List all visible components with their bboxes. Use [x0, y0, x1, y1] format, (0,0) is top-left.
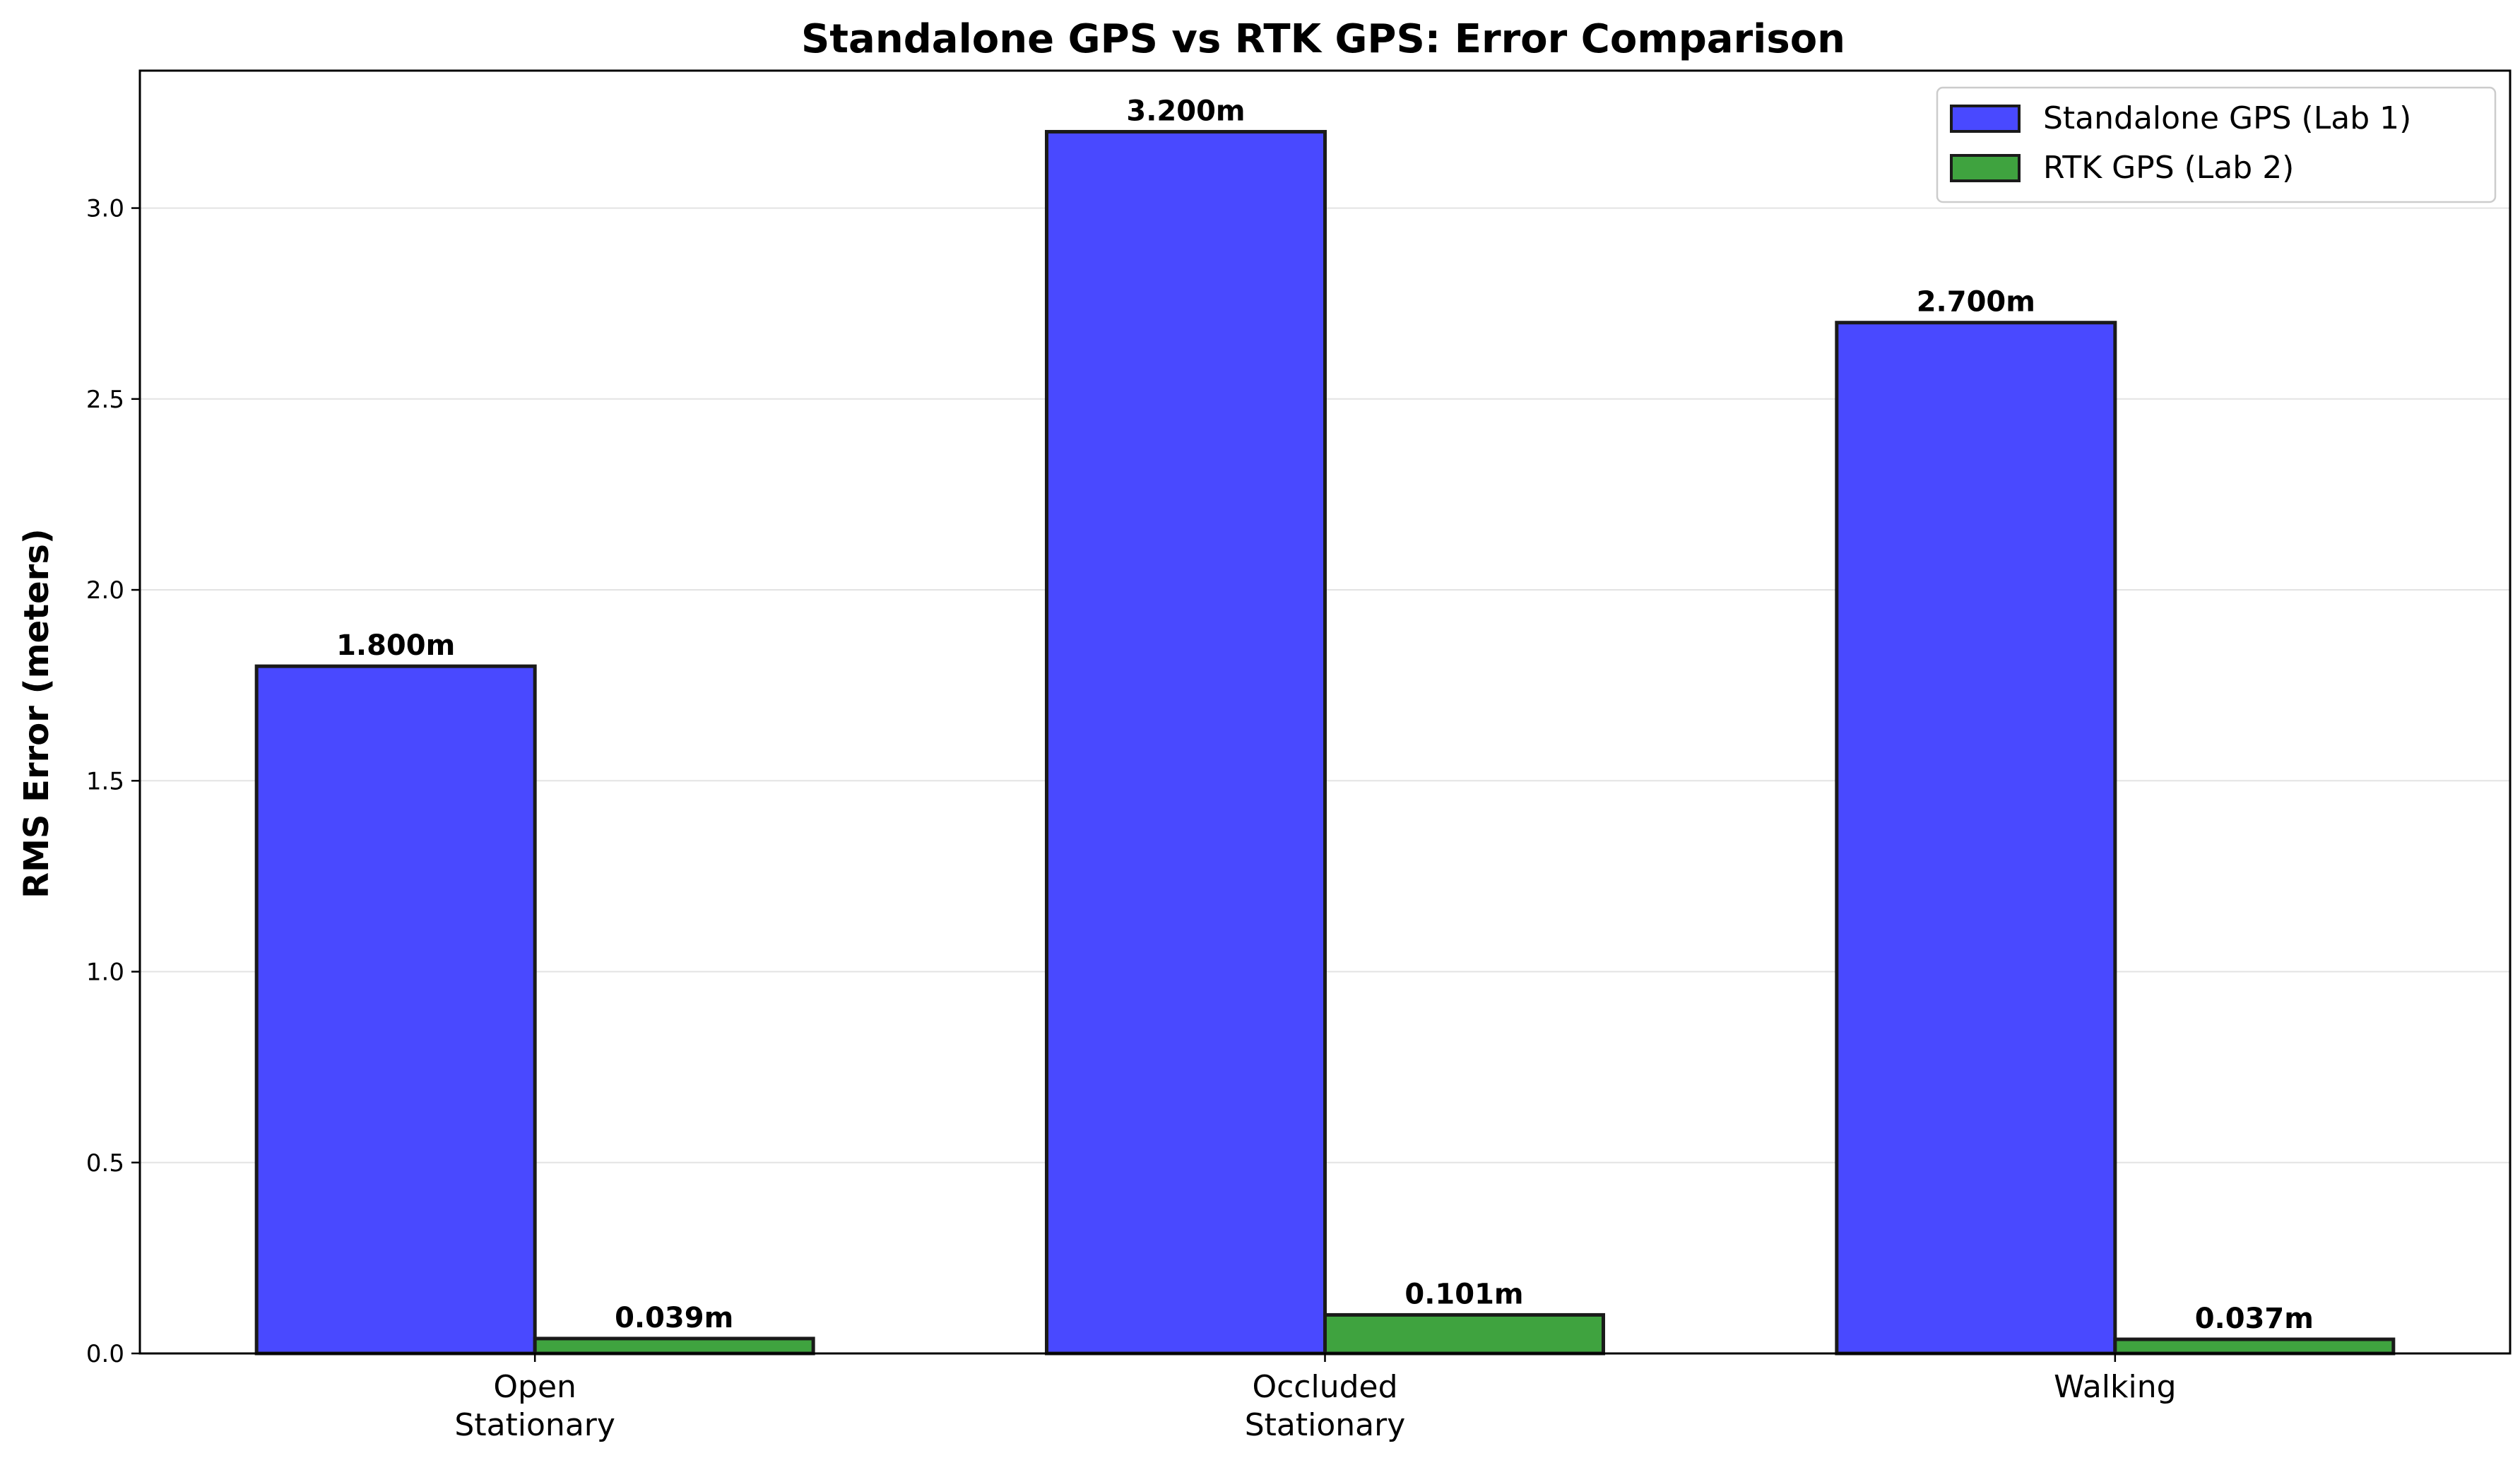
data-label: 2.700m: [1917, 286, 2035, 319]
legend-label: RTK GPS (Lab 2): [2043, 150, 2294, 186]
y-tick-label: 1.0: [86, 959, 124, 987]
plot-area: 0.0 0.5 1.0 1.5 2.0 2.5 3.0 1.800m 0.039m Open Sta…: [86, 69, 2512, 1443]
y-tick-label: 0.0: [86, 1340, 124, 1368]
x-tick-label: Open Stationary: [454, 1369, 615, 1443]
bar-standalone-gps: [254, 664, 537, 1356]
legend-swatch: [1950, 105, 2021, 133]
bar-rtk-gps: [1323, 1312, 1605, 1356]
y-tick-label: 2.0: [86, 576, 124, 605]
legend-box: [1936, 86, 2497, 203]
y-tick-label: 1.5: [86, 767, 124, 795]
data-label: 0.039m: [615, 1302, 733, 1334]
y-axis-label: RMS Error (meters): [17, 528, 57, 899]
y-tick-label: 3.0: [86, 195, 124, 223]
chart-title: Standalone GPS vs RTK GPS: Error Compari…: [801, 16, 1845, 62]
y-tick-label: 0.5: [86, 1149, 124, 1178]
plot-frame: [138, 69, 2512, 1355]
data-label: 0.101m: [1404, 1278, 1523, 1310]
bar-standalone-gps: [1045, 129, 1327, 1356]
bar-standalone-gps: [1835, 321, 2117, 1356]
data-label: 0.037m: [2195, 1303, 2314, 1335]
data-label: 1.800m: [336, 629, 455, 662]
y-tick-label: 2.5: [86, 386, 124, 414]
data-label: 3.200m: [1126, 95, 1245, 127]
legend-swatch: [1950, 154, 2021, 182]
bar-rtk-gps: [533, 1336, 815, 1356]
bar-rtk-gps: [2113, 1337, 2396, 1356]
x-tick-label: Walking: [2054, 1369, 2176, 1405]
x-tick-label: Occluded Stationary: [1245, 1369, 1406, 1443]
legend-label: Standalone GPS (Lab 1): [2043, 100, 2411, 136]
